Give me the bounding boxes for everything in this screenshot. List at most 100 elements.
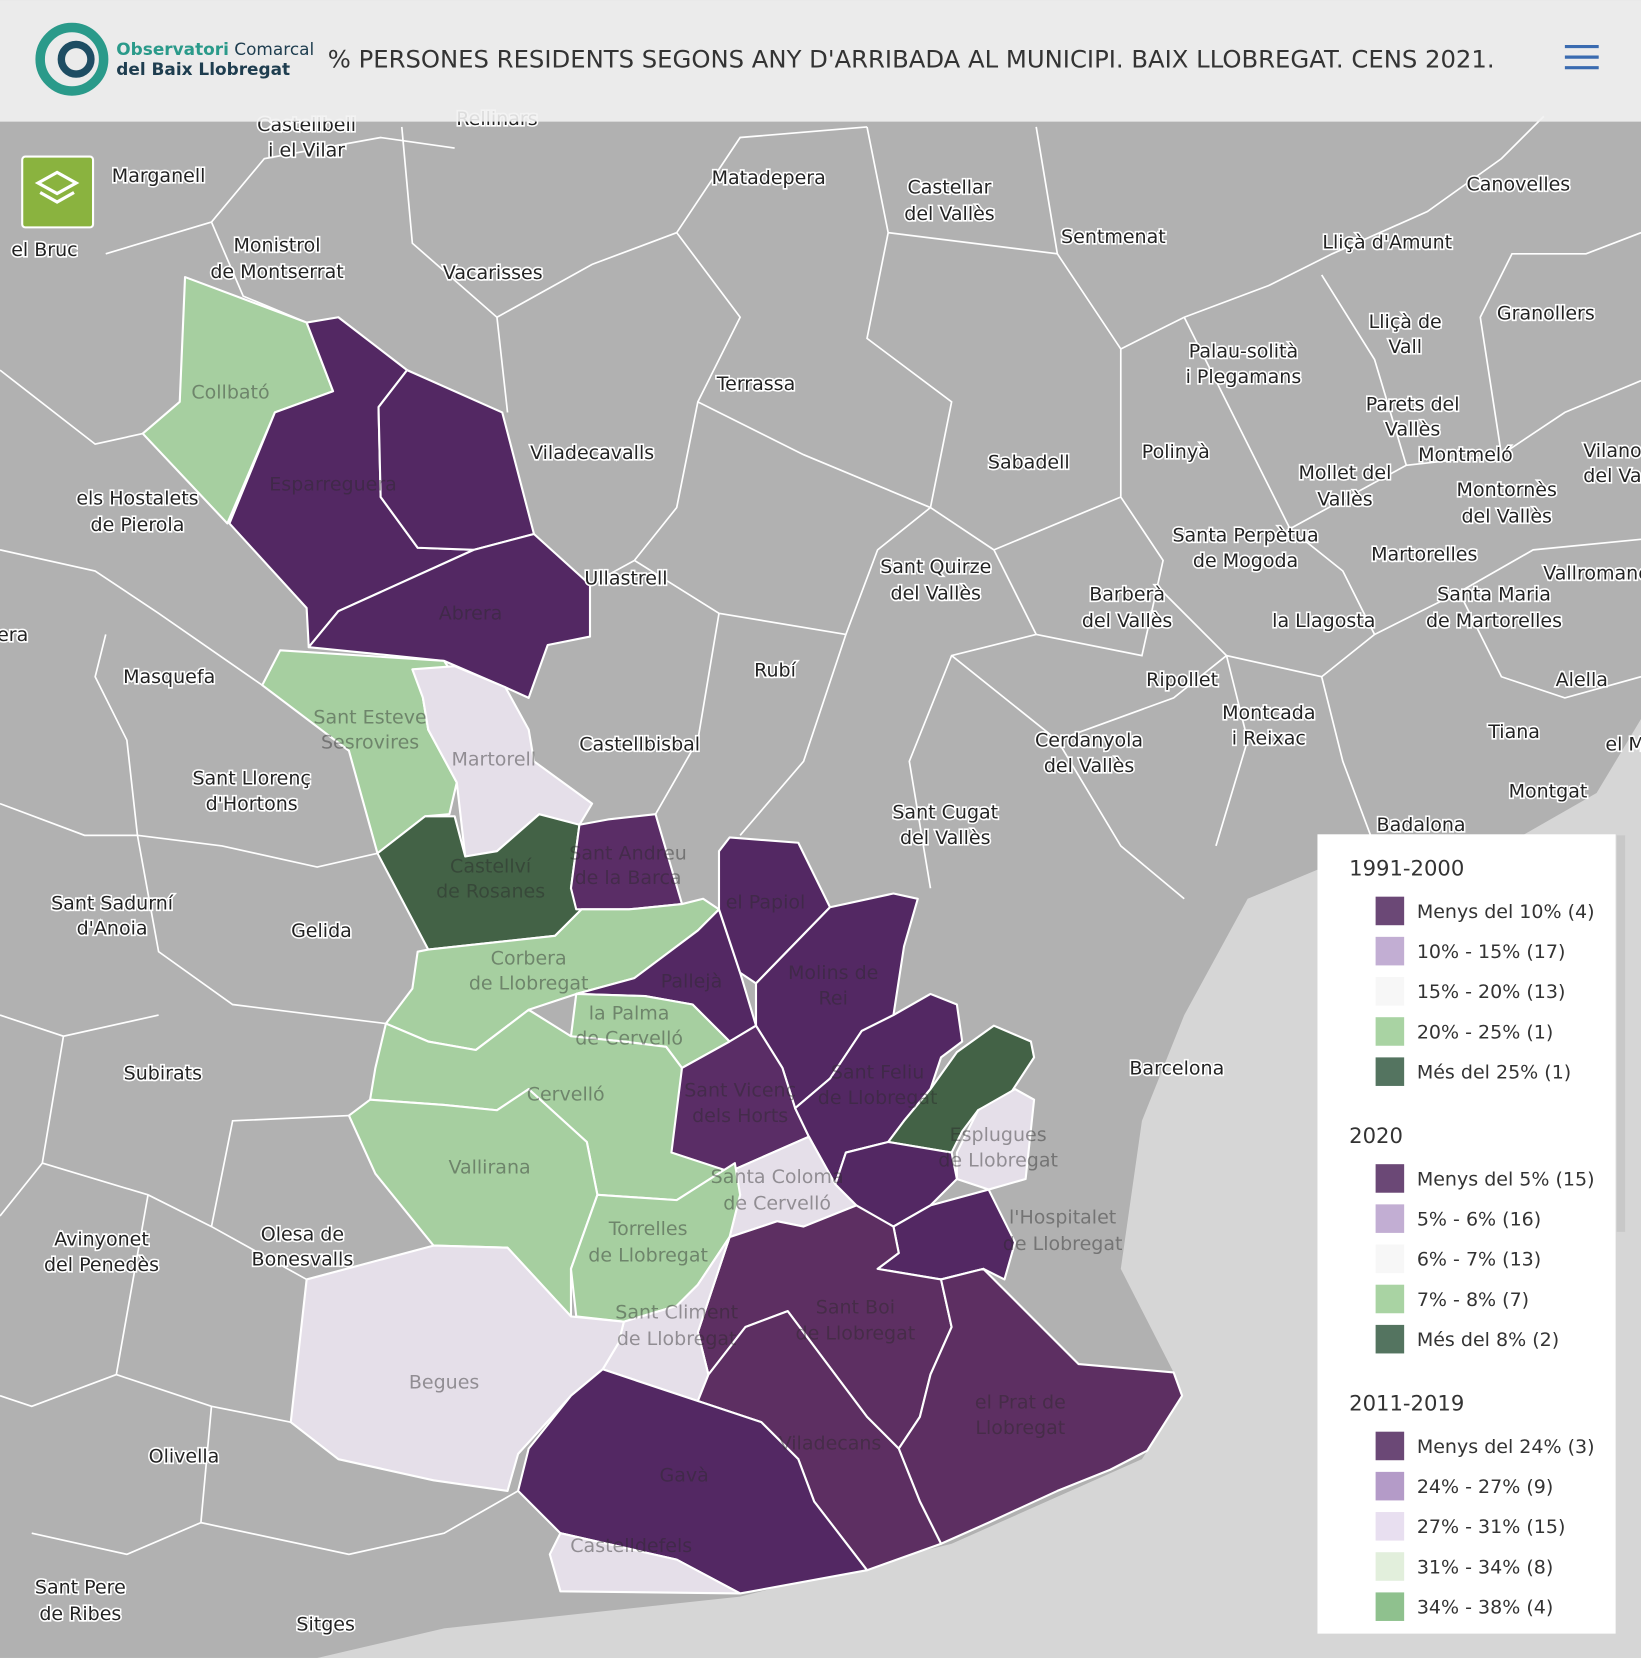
legend-label: 20% - 25% (1) [1417,1021,1553,1043]
place-label: del Vallès [1461,505,1551,527]
logo-mark [35,22,109,96]
region-label: Torrelles [608,1218,688,1240]
place-label: Badalona [1377,814,1466,836]
boundaries [0,115,1641,1556]
place-label: Ullastrell [584,568,667,590]
place-label: Matadepera [712,167,826,189]
place-label: Castellar [907,177,991,199]
region-label: de Cervelló [575,1028,683,1050]
region-label: Molins de [788,962,878,984]
region-label: Sant Feliu [831,1062,925,1084]
place-label: de Montserrat [210,261,343,283]
place-label: Lliçà de [1369,311,1442,333]
place-label: Montgat [1509,780,1588,802]
region-label: l'Hospitalet [1009,1206,1116,1228]
place-label: Viladecavalls [530,442,654,464]
place-label: i Reixac [1232,727,1306,749]
place-label: Vallromane [1543,562,1641,584]
place-label: Sitges [296,1613,355,1635]
menu-button[interactable] [1556,37,1607,79]
region-label: Begues [409,1371,479,1393]
place-label: Martorelles [1371,543,1477,565]
header-bar [0,0,1641,122]
place-label: els Hostalets [76,487,198,509]
place-label: Sant Quirze [880,556,991,578]
region-label: la Palma [589,1002,670,1024]
place-label: Sentmenat [1061,226,1166,248]
legend-swatch [1375,936,1405,966]
legend-box [1317,834,1616,1634]
place-label: del Vallès [1044,755,1134,777]
region-label: Esplugues [950,1124,1047,1146]
place-label: del Penedès [44,1254,159,1276]
place-label: Vallès [1385,419,1440,441]
place-label: Vallès [1317,488,1372,510]
region-label: Sant Esteve [313,706,426,728]
region-label: Sant Boi [816,1296,895,1318]
place-label: Bonesvalls [252,1249,354,1271]
layers-icon [34,170,80,196]
legend-swatch [1375,1552,1405,1581]
municipality [377,369,536,551]
region-label: Viladecans [779,1433,882,1455]
municipality [307,532,592,699]
legend-swatch [1375,1512,1405,1541]
region-label: Sant Climent [615,1302,738,1324]
place-label: del Va [1583,465,1641,487]
legend-swatch [1375,1284,1405,1314]
legend-label: Més del 8% (2) [1417,1329,1559,1351]
region-label: Rei [819,988,848,1010]
place-label: Castellbisbal [579,734,700,756]
region-label: Gavà [659,1464,708,1486]
place-label: del Vallès [1082,610,1172,632]
place-label: la Llagosta [1272,610,1375,632]
legend-swatch [1375,1592,1405,1621]
place-label: Terrassa [716,373,796,395]
region-label: Collbató [191,382,269,404]
region-label: el Prat de [975,1391,1066,1413]
place-label: Monistrol [233,235,320,257]
legend-label: 6% - 7% (13) [1417,1249,1541,1271]
legend-scrollbar[interactable] [1616,835,1626,1232]
legend-label: 27% - 31% (15) [1417,1516,1566,1538]
region-label: de Llobregat [1003,1233,1123,1255]
place-label: Montornès [1457,479,1557,501]
place-label: Gelida [291,920,352,942]
region-label: de Llobregat [818,1087,938,1109]
layers-button[interactable] [21,155,95,229]
municipality [897,1267,1184,1545]
region-label: de Llobregat [588,1244,708,1266]
place-label: del Vallès [904,203,994,225]
region-label: Vallirana [448,1157,530,1179]
municipality [887,1024,1036,1154]
page-title: % PERSONES RESIDENTS SEGONS ANY D'ARRIBA… [328,45,1495,74]
region-label: Cervelló [527,1084,605,1106]
place-label: del Vallès [891,583,981,605]
legend-label: Menys del 10% (4) [1417,901,1595,923]
legend-label: 24% - 27% (9) [1417,1476,1553,1498]
region-label: Llobregat [975,1417,1065,1439]
legend-label: Menys del 5% (15) [1417,1168,1595,1190]
place-label: d'Anoia [77,918,148,940]
region-label: de Cervelló [723,1193,831,1215]
legend-label: 10% - 15% (17) [1417,941,1566,963]
place-label: el M [1605,734,1641,756]
place-label: Subirats [124,1063,202,1085]
place-label: Sant Llorenç [192,768,310,790]
logo-text: Observatori Comarcal [116,39,314,59]
legend-title: 2020 [1349,1123,1403,1148]
place-label: Lliçà d'Amunt [1322,232,1452,254]
region-label: dels Horts [692,1105,788,1127]
place-label: Sabadell [988,451,1070,473]
legend-swatch [1375,1324,1405,1354]
region-label: el Papiol [726,891,806,913]
legend-label: Més del 25% (1) [1417,1062,1571,1084]
place-label: de Ribes [39,1603,121,1625]
region-label: Castelldefels [570,1535,692,1557]
place-label: Cerdanyola [1035,730,1143,752]
place-label: de Mogoda [1193,550,1298,572]
region-label: de Llobregat [796,1323,916,1345]
place-label: Granollers [1497,302,1595,324]
region-label: Sesrovires [321,732,419,754]
legend-swatch [1375,1204,1405,1233]
